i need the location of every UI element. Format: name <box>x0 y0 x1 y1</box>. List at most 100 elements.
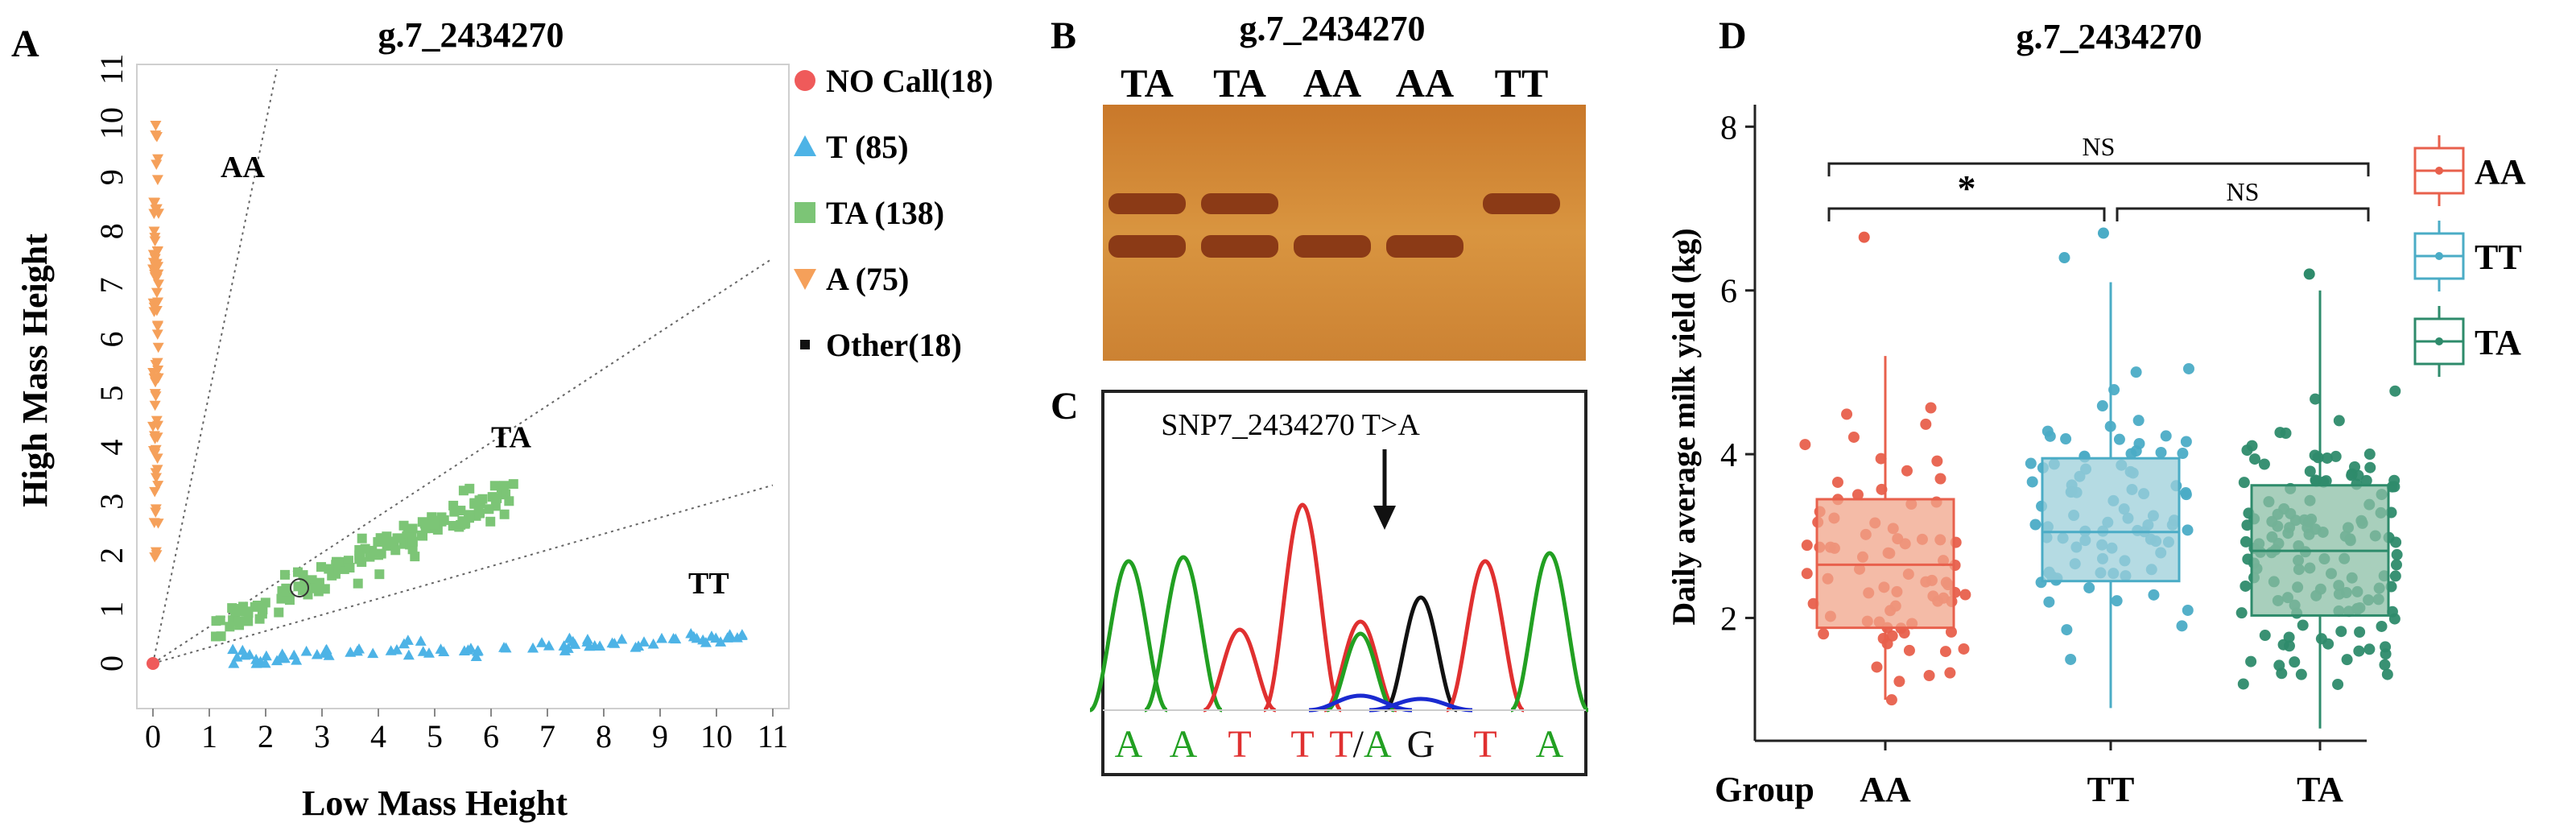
data-point <box>2238 477 2250 489</box>
significance-label: NS <box>2227 177 2260 206</box>
data-point <box>2259 630 2271 642</box>
lane-label: TT <box>1495 60 1549 105</box>
gel-band-upper <box>1201 193 1278 214</box>
data-point <box>2297 619 2309 631</box>
base-call: G <box>1407 723 1435 766</box>
data-point <box>715 636 727 647</box>
data-point <box>225 622 235 632</box>
data-point <box>484 504 494 515</box>
data-point <box>402 634 414 645</box>
data-point <box>152 154 164 165</box>
data-point <box>357 533 367 543</box>
data-point <box>2182 524 2194 536</box>
trace-peak-t <box>1261 502 1344 713</box>
data-point <box>1893 676 1905 688</box>
legend-label: TT <box>2475 238 2522 277</box>
data-point <box>311 648 323 659</box>
data-point <box>594 640 606 651</box>
guide-line <box>152 484 774 664</box>
data-point <box>498 642 510 652</box>
data-point <box>151 246 163 257</box>
data-point <box>449 506 460 517</box>
data-point <box>314 577 324 588</box>
data-point <box>390 644 402 655</box>
panel-d-axes: 2 4 6 8 <box>1720 105 2367 742</box>
y-tick-label: 4 <box>93 440 130 456</box>
box-aa <box>1815 498 1955 630</box>
lane-label: AA <box>1303 60 1361 105</box>
data-point <box>2333 415 2345 427</box>
base-t: T <box>1329 723 1352 766</box>
data-point <box>151 287 163 299</box>
data-point <box>2065 653 2077 665</box>
data-point <box>2332 678 2344 690</box>
trace-peak-t <box>1203 627 1277 713</box>
data-point <box>355 553 365 564</box>
data-point <box>149 197 161 209</box>
panel-d-significance: * NS NS <box>1827 132 2370 222</box>
data-point <box>2237 678 2249 690</box>
data-point <box>150 260 162 271</box>
x-tick-label: 2 <box>258 718 274 754</box>
base-call: A <box>1536 723 1564 766</box>
data-point <box>2060 433 2072 445</box>
data-point <box>1885 694 1897 706</box>
data-point <box>147 421 159 432</box>
data-point <box>1847 431 1860 443</box>
data-point <box>2354 626 2366 639</box>
data-point <box>324 564 334 574</box>
data-point <box>149 236 161 247</box>
data-point <box>638 636 650 647</box>
data-point <box>2280 428 2292 440</box>
gel-band-lower <box>1294 235 1371 258</box>
data-point <box>2304 465 2316 477</box>
data-point <box>439 515 449 525</box>
data-point <box>2322 638 2334 650</box>
data-point <box>2176 620 2188 632</box>
data-point <box>275 652 287 663</box>
significance-label: NS <box>2083 132 2116 161</box>
data-point <box>259 657 271 668</box>
gel-band-upper <box>1483 193 1560 214</box>
legend-label: NO Call(18) <box>826 63 993 99</box>
panel-d-boxes <box>1815 282 2390 729</box>
data-point <box>2363 643 2376 655</box>
data-point <box>558 640 570 651</box>
panel-c-chromatogram: C SNP7_2434270 T>A A A T T T/A G T A <box>1051 385 1590 776</box>
data-point <box>377 534 387 544</box>
data-point <box>1818 628 1830 640</box>
panel-c-annotation: SNP7_2434270 T>A <box>1161 408 1420 442</box>
data-point <box>428 519 439 530</box>
panel-a-plot-area <box>136 64 790 709</box>
data-point <box>151 329 163 340</box>
x-tick-label: 0 <box>145 718 161 754</box>
panel-d-x-label: Group <box>1715 770 1814 809</box>
data-point <box>2364 461 2376 473</box>
panel-a-x-label: Low Mass Height <box>302 783 568 823</box>
data-point <box>609 638 621 648</box>
cluster-label: AA <box>221 151 265 184</box>
data-point <box>2330 450 2342 462</box>
data-point <box>2160 430 2172 442</box>
significance-bracket <box>2116 207 2370 222</box>
data-point <box>237 644 249 655</box>
data-point <box>633 640 645 651</box>
data-point <box>152 481 164 491</box>
data-point <box>2148 589 2160 601</box>
data-point <box>2240 580 2252 592</box>
panel-a-scatter: A g.7_2434270 0 1 2 3 4 5 6 7 8 9 10 11 01234567891… <box>11 15 993 823</box>
legend-marker <box>795 202 815 223</box>
data-point <box>243 608 254 618</box>
data-point <box>407 536 418 547</box>
trace-peak-c <box>1308 693 1413 713</box>
data-point <box>1801 539 1813 552</box>
panel-c-letter: C <box>1051 385 1079 428</box>
data-point <box>1958 643 1970 655</box>
data-point <box>2113 433 2125 445</box>
data-point <box>667 633 679 643</box>
data-point <box>374 569 385 580</box>
panel-a-letter: A <box>11 23 39 65</box>
data-point <box>736 629 748 639</box>
data-point <box>147 367 159 378</box>
